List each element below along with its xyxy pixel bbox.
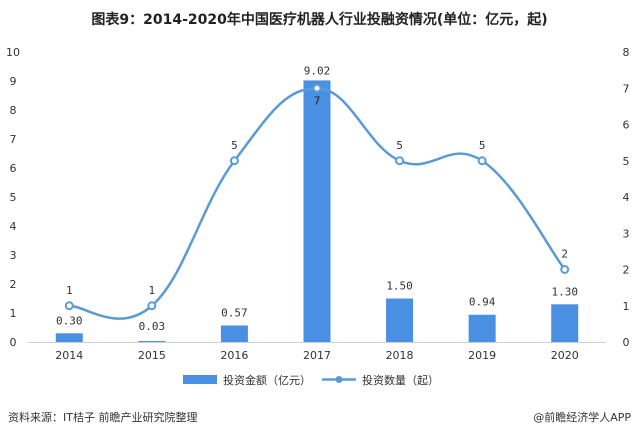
bar-value-label: 0.57 [221,306,248,319]
x-axis-tick: 2017 [303,349,331,362]
bar [303,80,331,343]
bar [138,341,166,342]
left-axis-tick: 2 [10,278,17,291]
x-axis-tick: 2019 [468,349,496,362]
right-axis-tick: 7 [623,82,630,95]
legend-bar-swatch [183,375,217,384]
right-axis: 0 1 2 3 4 5 6 7 8 [623,46,630,349]
line-value-label: 2 [561,248,568,261]
data-labels: 0.30 0.03 0.57 9.02 1.50 0.94 1.30 1 1 5 7 5 5 2 [56,64,578,333]
bar-value-label: 0.03 [139,320,166,333]
line-value-label: 1 [66,284,73,297]
line-point [147,301,157,311]
line-point [229,156,239,166]
legend-line-label: 投资数量（起） [362,373,439,387]
x-axis-tick: 2015 [138,349,166,362]
left-axis-tick: 3 [10,249,17,262]
line-value-label: 5 [479,139,486,152]
left-axis-tick: 4 [10,220,17,233]
x-axis-tick: 2018 [386,349,414,362]
line-point [395,156,405,166]
bar [55,333,83,342]
line-value-label: 5 [396,139,403,152]
bar-value-label: 0.30 [56,314,83,327]
left-axis-tick: 0 [10,336,17,349]
right-axis-tick: 4 [623,191,630,204]
line-point [312,83,322,93]
line-series-points [64,83,570,311]
line-value-label: 5 [231,139,238,152]
bar-value-label: 0.94 [469,296,496,309]
left-axis-tick: 1 [10,307,17,320]
x-axis-tick: 2020 [551,349,579,362]
right-axis-tick: 0 [623,336,630,349]
bar-value-label: 1.30 [551,285,578,298]
left-axis-tick: 6 [10,162,17,175]
bar [386,298,414,342]
right-axis-tick: 6 [623,119,630,132]
left-axis-tick: 5 [10,191,17,204]
right-axis-tick: 1 [623,300,630,313]
x-axis-tick: 2016 [220,349,248,362]
bar [468,314,496,342]
brand-credit: @前瞻经济学人APP [533,411,631,424]
right-axis-tick: 8 [623,46,630,59]
line-point [560,265,570,274]
legend-bar-label: 投资金额（亿元） [223,373,311,387]
legend-line-marker [335,376,343,383]
source-note: 资料来源：IT桔子 前瞻产业研究院整理 [8,411,198,424]
right-axis-tick: 3 [623,227,630,240]
line-point [477,156,487,166]
legend: 投资金额（亿元） 投资数量（起） [183,373,439,387]
bar-value-label: 9.02 [304,64,331,77]
left-axis-tick: 10 [6,46,20,59]
left-axis-tick: 8 [10,104,17,117]
bar-series [55,80,579,343]
right-axis-tick: 5 [623,155,630,168]
x-axis-tick: 2014 [55,349,83,362]
line-point [64,301,74,311]
bar-value-label: 1.50 [386,280,413,293]
left-axis-tick: 7 [10,133,17,146]
left-axis-tick: 9 [10,75,17,88]
line-value-label: 1 [149,284,156,297]
bar [220,325,248,342]
line-value-label: 7 [314,94,321,107]
bar [551,304,579,342]
right-axis-tick: 2 [623,264,630,277]
x-axis: 2014 2015 2016 2017 2018 2019 2020 [55,349,578,362]
left-axis: 0 1 2 3 4 5 6 7 8 9 10 [6,46,20,349]
chart-title: 图表9：2014-2020年中国医疗机器人行业投融资情况(单位：亿元，起) [91,12,548,28]
